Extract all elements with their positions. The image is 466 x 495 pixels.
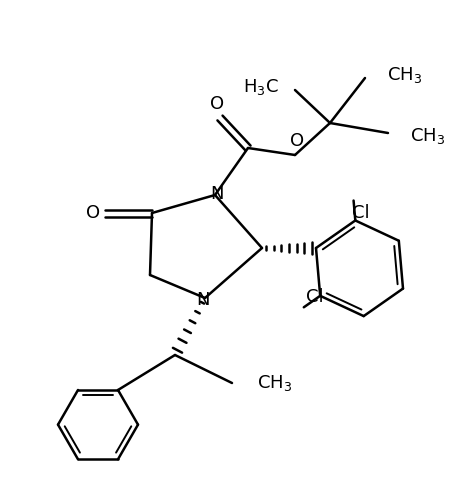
Text: Cl: Cl [351,203,369,222]
Text: N: N [210,185,224,203]
Text: O: O [86,204,100,222]
Text: CH$_3$: CH$_3$ [387,65,422,85]
Text: CH$_3$: CH$_3$ [257,373,292,393]
Text: CH$_3$: CH$_3$ [410,126,445,146]
Text: Cl: Cl [306,288,323,306]
Text: N: N [196,291,210,309]
Text: H$_3$C: H$_3$C [243,77,279,97]
Text: O: O [210,95,224,113]
Text: O: O [290,132,304,150]
